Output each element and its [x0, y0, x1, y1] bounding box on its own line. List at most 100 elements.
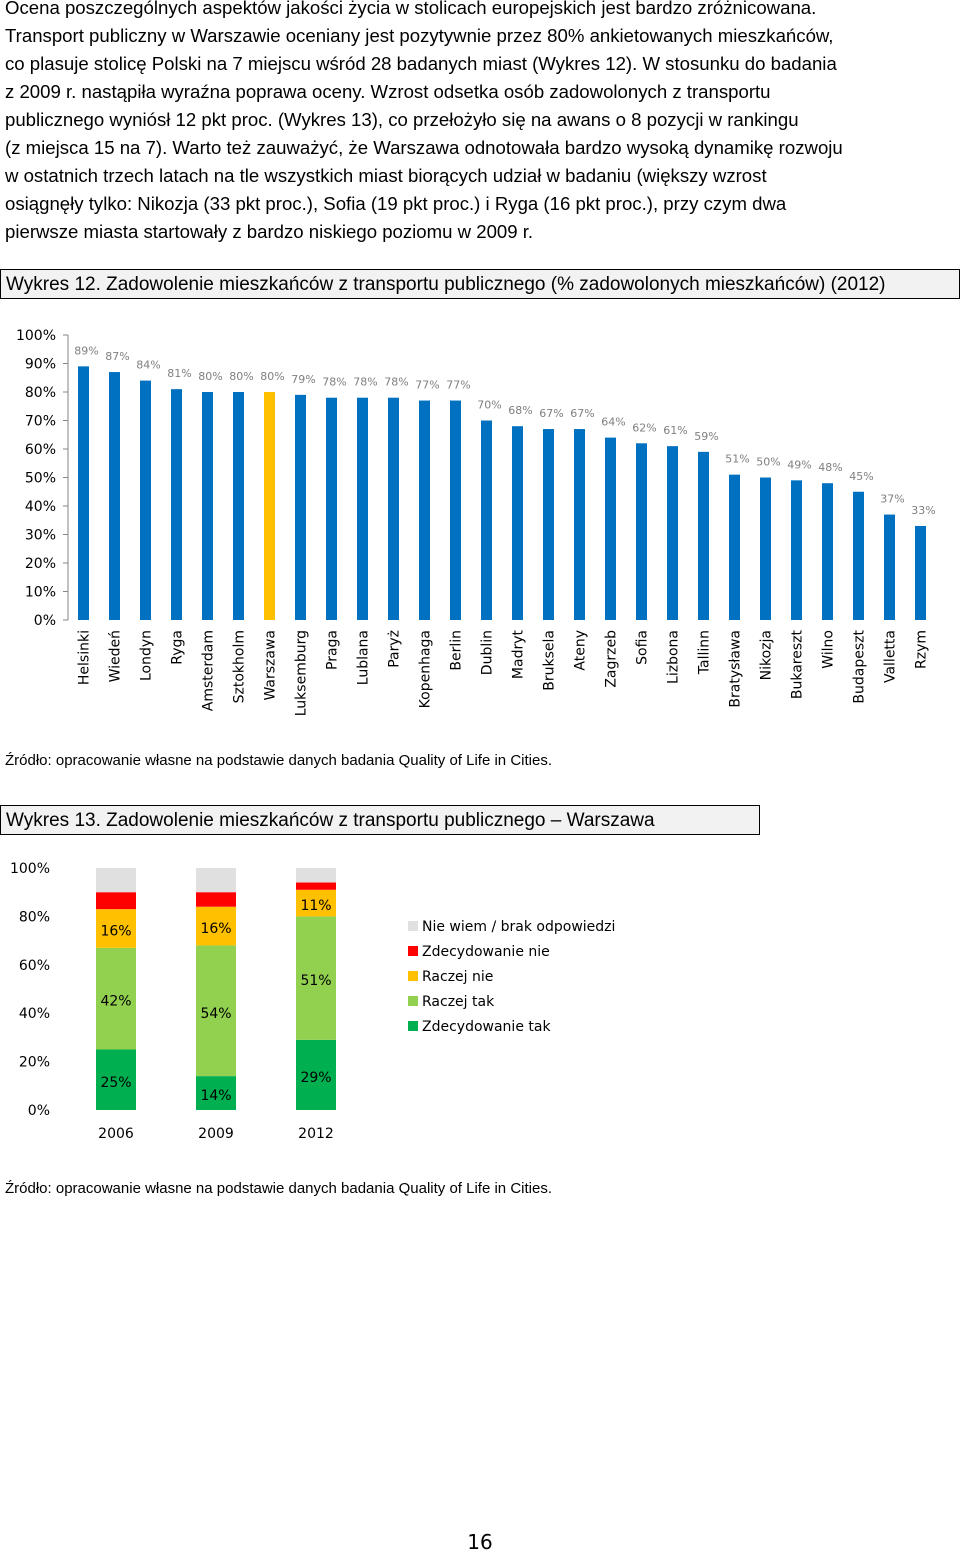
data-label: 70%	[477, 399, 501, 412]
satisfaction-bar-chart: 0% 10% 20% 30% 40% 50% 60% 70% 80% 90% 100% 89% Hels…	[16, 328, 936, 716]
y-tick-label: 80%	[19, 909, 50, 925]
stack-segment	[296, 916, 336, 1040]
x-tick-label: Wilno	[821, 630, 837, 669]
intro-paragraph: Ocena poszczególnych aspektów jakości ży…	[5, 0, 955, 246]
y-tick-label: 60%	[19, 958, 50, 974]
bar	[326, 397, 337, 620]
stack-segment	[296, 882, 336, 890]
data-label: 14%	[200, 1088, 231, 1104]
bar	[667, 446, 678, 620]
page-number: 16	[467, 1530, 493, 1554]
bar	[171, 389, 182, 620]
data-label: 16%	[100, 924, 131, 940]
data-label: 80%	[260, 370, 284, 383]
stack-segment	[296, 889, 336, 917]
x-tick-label: Bruksela	[542, 630, 558, 691]
data-label: 64%	[601, 416, 625, 429]
stack-segment	[196, 945, 236, 1077]
data-label: 11%	[300, 898, 331, 914]
paragraph-line: co plasuje stolicę Polski na 7 miejscu w…	[5, 53, 837, 74]
data-label: 77%	[415, 379, 439, 392]
bar	[574, 429, 585, 620]
data-label: 68%	[508, 404, 532, 417]
x-tick-label: Nikozja	[759, 630, 775, 680]
data-label: 81%	[167, 367, 191, 380]
bar	[109, 372, 120, 620]
stack-segment	[196, 892, 236, 907]
x-tick-label: Rzym	[914, 630, 930, 669]
x-tick-label: Bukareszt	[790, 630, 806, 700]
data-label: 78%	[384, 376, 408, 389]
x-tick-label: 2006	[98, 1126, 134, 1142]
y-tick-label: 10%	[25, 585, 56, 601]
warsaw-stacked-chart: 0% 20% 40% 60% 80% 100% 25% 42% 16% 2006 14% 54% 16%…	[10, 861, 615, 1142]
y-tick-label: 30%	[25, 528, 56, 544]
bar	[264, 392, 275, 620]
bar	[140, 380, 151, 620]
stack-segment	[196, 1076, 236, 1110]
x-tick-label: Kopenhaga	[418, 630, 434, 708]
bar	[605, 437, 616, 620]
x-tick-label: Ateny	[573, 630, 589, 671]
data-label: 51%	[725, 453, 749, 466]
data-label: 45%	[849, 470, 873, 483]
data-label: 51%	[300, 973, 331, 989]
y-tick-label: 70%	[25, 414, 56, 430]
y-tick-label: 40%	[19, 1006, 50, 1022]
x-tick-label: Sztokholm	[232, 630, 248, 703]
data-label: 79%	[291, 373, 315, 386]
y-tick-label: 50%	[25, 471, 56, 487]
data-label: 33%	[911, 504, 935, 517]
x-tick-label: Helsinki	[77, 630, 93, 685]
stack-segment	[96, 1049, 136, 1110]
data-label: 59%	[694, 430, 718, 443]
paragraph-line: Transport publiczny w Warszawie oceniany…	[5, 25, 834, 46]
y-tick-label: 20%	[19, 1055, 50, 1071]
data-label: 37%	[880, 493, 904, 506]
bar	[78, 366, 89, 620]
data-label: 42%	[100, 994, 131, 1010]
legend-label: Raczej tak	[422, 994, 495, 1010]
figure-12-source: Źródło: opracowanie własne na podstawie …	[5, 752, 552, 769]
stack-segment	[96, 947, 136, 1050]
legend-swatch	[408, 921, 418, 931]
x-tick-label: 2012	[298, 1126, 334, 1142]
x-tick-label: Wiedeń	[108, 630, 124, 682]
paragraph-line: osiągnęły tylko: Nikozja (33 pkt proc.),…	[5, 193, 787, 214]
data-label: 87%	[105, 350, 129, 363]
legend-swatch	[408, 996, 418, 1006]
bar	[357, 397, 368, 620]
bar	[636, 443, 647, 620]
y-tick-label: 90%	[25, 357, 56, 373]
stack-segment	[296, 868, 336, 883]
x-tick-label: Tallinn	[697, 630, 713, 675]
paragraph-line: w ostatnich trzech latach na tle wszystk…	[5, 165, 767, 186]
stack-segment	[196, 868, 236, 893]
bar	[822, 483, 833, 620]
x-tick-label: Dublin	[480, 630, 496, 675]
data-label: 67%	[539, 407, 563, 420]
bar	[791, 480, 802, 620]
data-label: 62%	[632, 421, 656, 434]
x-tick-label: Londyn	[139, 630, 155, 681]
figure-13-source: Źródło: opracowanie własne na podstawie …	[5, 1180, 552, 1197]
bar	[884, 514, 895, 620]
bar	[698, 451, 709, 620]
legend-label: Zdecydowanie nie	[422, 944, 550, 960]
stack-segment	[96, 909, 136, 948]
bar	[202, 392, 213, 620]
figure-12-title: Wykres 12. Zadowolenie mieszkańców z tra…	[0, 269, 960, 299]
data-label: 50%	[756, 456, 780, 469]
x-tick-label: Warszawa	[263, 630, 279, 701]
x-tick-label: Praga	[325, 630, 341, 670]
x-tick-label: Sofia	[635, 630, 651, 665]
legend-label: Nie wiem / brak odpowiedzi	[422, 919, 615, 935]
x-tick-label: Ryga	[170, 630, 186, 665]
x-tick-label: Lizbona	[666, 630, 682, 684]
x-tick-label: Amsterdam	[201, 630, 217, 711]
legend-label: Zdecydowanie tak	[422, 1019, 551, 1035]
data-label: 29%	[300, 1070, 331, 1086]
x-tick-label: 2009	[198, 1126, 234, 1142]
legend-swatch	[408, 946, 418, 956]
bar	[388, 397, 399, 620]
